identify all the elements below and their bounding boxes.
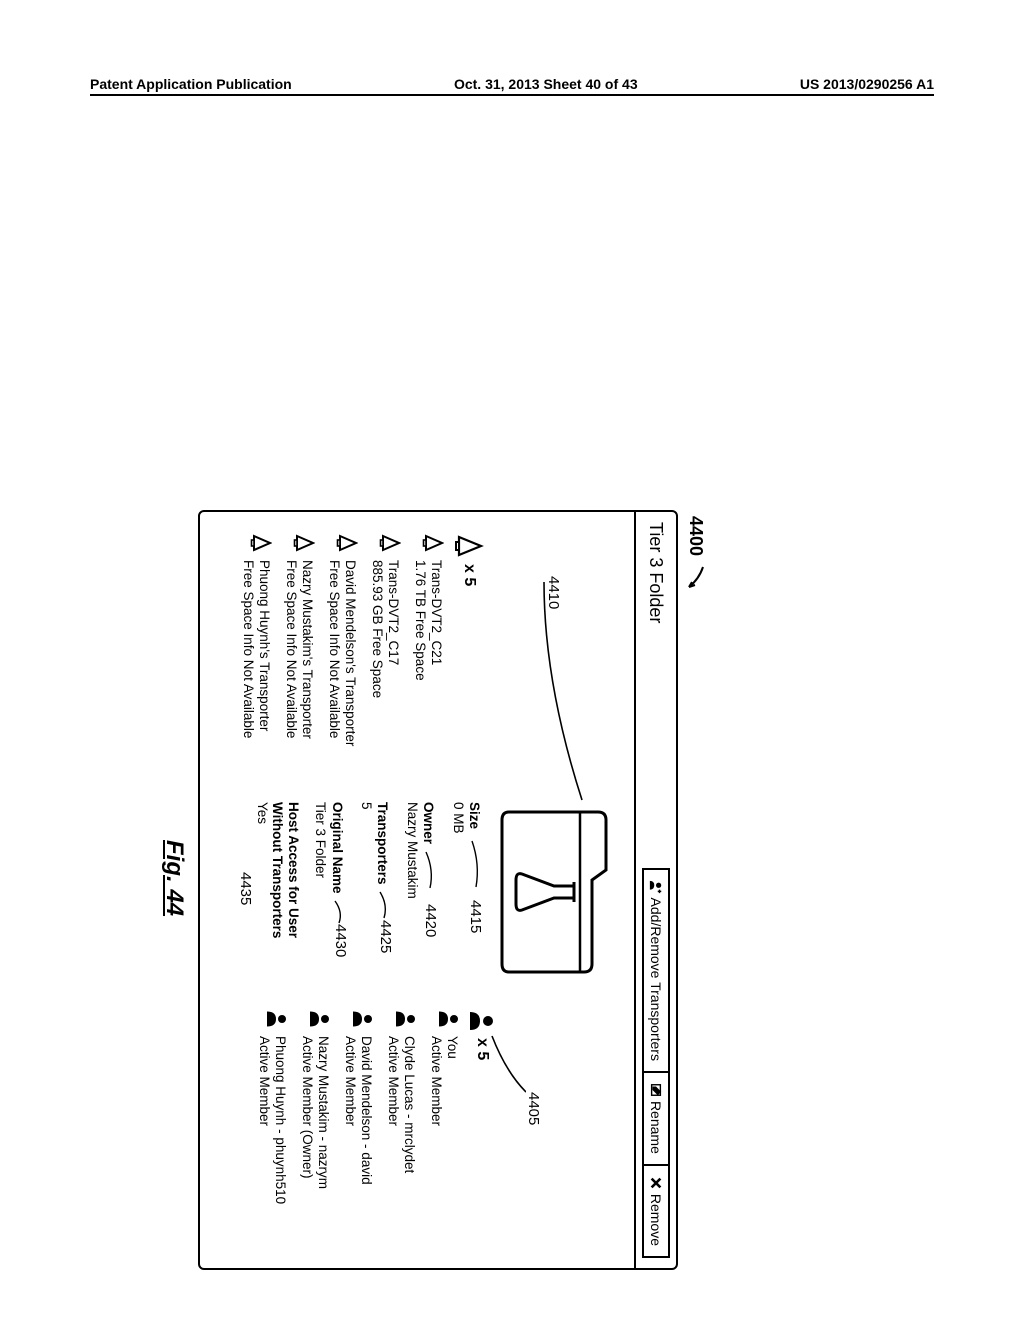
transporter-icon xyxy=(422,534,444,552)
panel-body: 4410 x 5 Trans-DVT2_C211.76 TB Free Spac… xyxy=(198,512,634,1268)
leader-4410 xyxy=(532,582,592,812)
transporter-icon xyxy=(250,534,272,552)
person-icon xyxy=(353,1010,373,1028)
transporter-name: Trans-DVT2_C21 xyxy=(428,560,444,681)
header-center: Oct. 31, 2013 Sheet 40 of 43 xyxy=(454,76,638,92)
member-name: Clyde Lucas - mrclydet xyxy=(401,1036,417,1173)
person-icon xyxy=(267,1010,287,1028)
callout-4420: 4420 xyxy=(422,904,439,937)
transporter-item: Trans-DVT2_C17885.93 GB Free Space xyxy=(370,534,401,784)
header-left: Patent Application Publication xyxy=(90,76,292,92)
transporter-sub: 885.93 GB Free Space xyxy=(370,560,386,698)
person-icon xyxy=(310,1010,330,1028)
transporter-icon xyxy=(379,534,401,552)
panel-title: Tier 3 Folder xyxy=(646,522,667,623)
member-name: David Mendelson - david xyxy=(358,1036,374,1185)
member-role: Active Member xyxy=(257,1036,273,1204)
add-remove-transporters-button[interactable]: Add/Remove Transporters xyxy=(642,868,670,1073)
callout-4410: 4410 xyxy=(545,576,562,609)
transporter-name: David Mendelson's Transporter xyxy=(342,560,358,746)
member-role: Active Member xyxy=(429,1036,445,1126)
transporter-name: Nazry Mustakim's Transporter xyxy=(299,560,315,739)
callout-4430: 4430 xyxy=(332,924,349,957)
figure-caption: Fig. 44 xyxy=(160,840,188,916)
person-icon xyxy=(396,1010,416,1028)
transporter-icon xyxy=(293,534,315,552)
member-item: Phuong Huynh - phuynh510Active Member xyxy=(257,1010,288,1260)
member-item: Clyde Lucas - mrclydetActive Member xyxy=(386,1010,417,1260)
figure-44: 4400 Tier 3 Folder Add/Remove Transporte… xyxy=(138,510,678,1270)
member-name: Nazry Mustakim - nazrym xyxy=(315,1036,331,1189)
detail-transporters: Transporters 5 xyxy=(359,802,393,982)
detail-owner: Owner Nazry Mustakim xyxy=(404,802,438,982)
transporter-name: Trans-DVT2_C17 xyxy=(385,560,401,698)
member-item: David Mendelson - davidActive Member xyxy=(343,1010,374,1260)
person-plus-icon xyxy=(649,880,663,894)
transporter-sub: Free Space Info Not Available xyxy=(327,560,343,746)
callout-4435: 4435 xyxy=(237,872,254,905)
transporter-item: Phuong Huynh's TransporterFree Space Inf… xyxy=(241,534,272,784)
transporter-item: Trans-DVT2_C211.76 TB Free Space xyxy=(413,534,444,784)
member-role: Active Member xyxy=(343,1036,359,1185)
member-item: YouActive Member xyxy=(429,1010,460,1260)
member-name: You xyxy=(444,1036,460,1126)
transporter-item: Nazry Mustakim's TransporterFree Space I… xyxy=(284,534,315,784)
header-buttons: Add/Remove Transporters Rename Remove xyxy=(642,868,670,1258)
member-role: Active Member xyxy=(386,1036,402,1173)
member-item: Nazry Mustakim - nazrymActive Member (Ow… xyxy=(300,1010,331,1260)
header-right: US 2013/0290256 A1 xyxy=(800,76,934,92)
transporter-sub: Free Space Info Not Available xyxy=(241,560,257,738)
folder-info-panel: Tier 3 Folder Add/Remove Transporters Re… xyxy=(198,510,678,1270)
transporter-item: David Mendelson's TransporterFree Space … xyxy=(327,534,358,784)
page-header: Patent Application Publication Oct. 31, … xyxy=(0,76,1024,92)
folder-hero xyxy=(494,802,624,982)
person-icon xyxy=(470,1010,494,1032)
callout-4405: 4405 xyxy=(525,1092,542,1125)
transporter-sub: 1.76 TB Free Space xyxy=(413,560,429,681)
transporter-sub: Free Space Info Not Available xyxy=(284,560,300,739)
rename-icon xyxy=(649,1083,663,1097)
members-column: x 5 YouActive Member Clyde Lucas - mrcly… xyxy=(245,1010,494,1260)
callout-4400: 4400 xyxy=(685,516,706,593)
member-role: Active Member (Owner) xyxy=(300,1036,316,1189)
close-icon xyxy=(649,1176,663,1190)
callout-4415: 4415 xyxy=(467,900,484,933)
rename-button[interactable]: Rename xyxy=(642,1073,670,1166)
transporter-icon xyxy=(336,534,358,552)
transporters-column: x 5 Trans-DVT2_C211.76 TB Free Space Tra… xyxy=(229,534,484,784)
member-name: Phuong Huynh - phuynh510 xyxy=(272,1036,288,1204)
remove-button[interactable]: Remove xyxy=(642,1166,670,1258)
transporter-name: Phuong Huynh's Transporter xyxy=(256,560,272,738)
transporter-count: x 5 xyxy=(454,534,484,784)
header-rule xyxy=(90,94,934,96)
panel-header: Tier 3 Folder Add/Remove Transporters Re… xyxy=(634,512,676,1268)
detail-size: Size 0 MB xyxy=(450,802,484,982)
callout-4425: 4425 xyxy=(377,920,394,953)
detail-host-access: Host Access for User Without Transporter… xyxy=(254,802,301,982)
leader-4405 xyxy=(486,1032,526,1102)
person-icon xyxy=(439,1010,459,1028)
transporter-icon xyxy=(454,534,484,558)
details-column: Size 0 MB Owner Nazry Mustakim T xyxy=(242,802,484,982)
